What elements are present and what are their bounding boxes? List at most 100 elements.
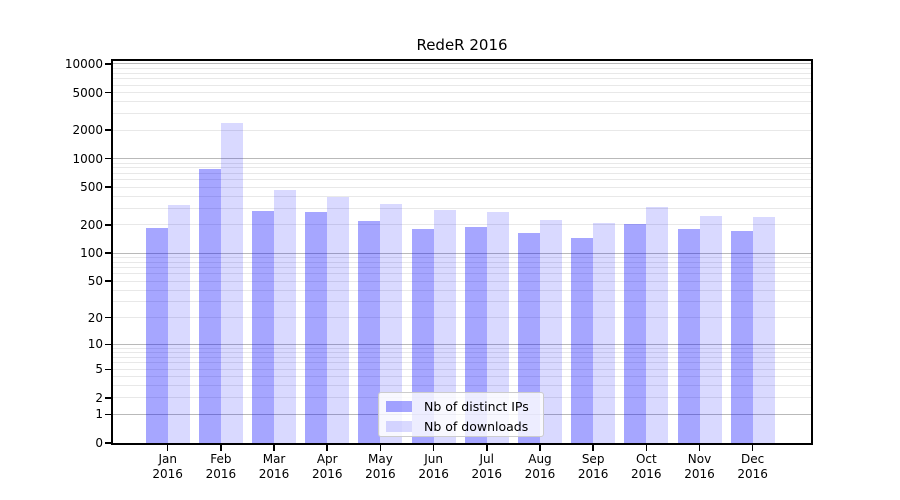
x-tick-mark [592, 445, 594, 451]
bar-downloads [167, 204, 190, 443]
chart-title: RedeR 2016 [416, 36, 508, 54]
gridline-minor [113, 385, 811, 387]
bar-distinct-ips [730, 230, 753, 443]
gridline-minor [113, 362, 811, 364]
y-tick-mark [105, 413, 111, 416]
gridline-minor [113, 356, 811, 358]
y-tick-label: 100 [80, 246, 103, 261]
bar-distinct-ips [198, 168, 221, 443]
bar-downloads [486, 212, 509, 443]
gridline-minor [113, 368, 811, 370]
x-tick-mark [698, 445, 701, 451]
bar-distinct-ips [677, 229, 700, 443]
bar-distinct-ips [252, 210, 275, 443]
gridline-major [113, 158, 811, 160]
x-tick-label: Aug 2016 [524, 452, 556, 481]
bar-distinct-ips [145, 227, 168, 443]
y-tick-mark [105, 224, 111, 226]
bar-distinct-ips [464, 226, 487, 443]
x-tick-label: Jan 2016 [152, 452, 183, 481]
x-tick-mark [751, 445, 754, 451]
gridline-minor [113, 280, 811, 282]
legend-label-downloads: Nb of downloads [424, 419, 529, 434]
y-tick-label: 2 [95, 390, 103, 405]
gridline-minor [113, 347, 811, 349]
y-tick-label: 500 [80, 180, 103, 195]
gridline-minor [113, 72, 811, 74]
gridline-major [113, 63, 811, 65]
bar-downloads [646, 206, 669, 443]
bar-downloads [220, 122, 243, 443]
bar-downloads [699, 215, 722, 443]
bar-distinct-ips [305, 212, 328, 443]
bar-distinct-ips [624, 223, 647, 443]
x-tick-label: Jul 2016 [471, 452, 503, 481]
plot-area: 0 1 2 5 10 20 50 100 200 500 1000 2000 5000 10000 Jan … [65, 57, 813, 481]
bar-downloads [593, 222, 616, 443]
gridline-minor [113, 179, 811, 181]
y-tick-label: 20 [87, 310, 103, 325]
y-tick-mark [105, 280, 111, 282]
gridline-minor [113, 261, 811, 263]
y-tick-label: 200 [80, 217, 103, 232]
y-tick-mark [105, 343, 111, 346]
y-tick-mark [105, 316, 111, 319]
y-tick-label: 2000 [72, 123, 103, 138]
y-tick-mark [105, 442, 111, 444]
x-tick-mark [539, 445, 541, 451]
gridline-minor [113, 186, 811, 188]
gridline-minor [113, 267, 811, 269]
y-tick-label: 50 [87, 274, 103, 289]
x-tick-mark [326, 445, 328, 451]
y-tick-mark [105, 63, 111, 65]
x-tick-label: Oct 2016 [631, 452, 662, 481]
gridline-major [113, 252, 811, 254]
x-tick-mark [645, 445, 648, 451]
bar-downloads [380, 204, 403, 443]
gridline-minor [113, 67, 811, 69]
y-tick-mark [105, 91, 111, 94]
bar-distinct-ips [571, 237, 594, 443]
bar-downloads [752, 216, 775, 443]
y-tick-mark [105, 186, 111, 188]
legend-item-downloads: Nb of downloads [386, 418, 543, 435]
bar-downloads [274, 190, 297, 443]
gridline-minor [113, 317, 811, 319]
legend-label-distinct-ips: Nb of distinct IPs [424, 399, 529, 414]
x-tick-label: Apr 2016 [311, 452, 343, 481]
legend-item-distinct-ips: Nb of distinct IPs [386, 398, 543, 415]
bar-distinct-ips [411, 229, 434, 443]
gridline-minor [113, 84, 811, 86]
x-tick-mark [220, 445, 222, 451]
y-tick-label: 1 [95, 407, 103, 422]
y-tick-mark [105, 129, 111, 131]
y-tick-mark [105, 368, 111, 371]
bar-downloads [327, 196, 350, 443]
legend-swatch-distinct-ips [386, 401, 412, 412]
gridline-minor [113, 289, 811, 291]
y-tick-mark [105, 252, 111, 254]
x-tick-label: Mar 2016 [258, 452, 290, 481]
x-tick-label: Jun 2016 [418, 452, 449, 481]
gridline-minor [113, 273, 811, 275]
x-tick-label: Feb 2016 [205, 452, 237, 481]
x-tick-mark [379, 445, 382, 451]
y-tick-label: 0 [95, 436, 103, 450]
y-tick-label: 5 [95, 362, 103, 377]
gridline-minor [113, 167, 811, 169]
gridline-minor [113, 101, 811, 103]
x-tick-label: May 2016 [365, 452, 396, 481]
legend-swatch-downloads [386, 421, 412, 432]
gridline-minor [113, 207, 811, 209]
y-tick-label: 10000 [64, 57, 103, 71]
y-tick-label: 1000 [72, 151, 103, 166]
gridline-minor [113, 256, 811, 258]
gridline-minor [113, 172, 811, 174]
bar-downloads [433, 209, 456, 443]
gridline-minor [113, 195, 811, 197]
x-tick-label: Dec 2016 [737, 452, 768, 481]
x-tick-mark [432, 445, 435, 451]
x-tick-mark [273, 445, 275, 451]
legend: Nb of distinct IPs Nb of downloads [378, 392, 544, 437]
